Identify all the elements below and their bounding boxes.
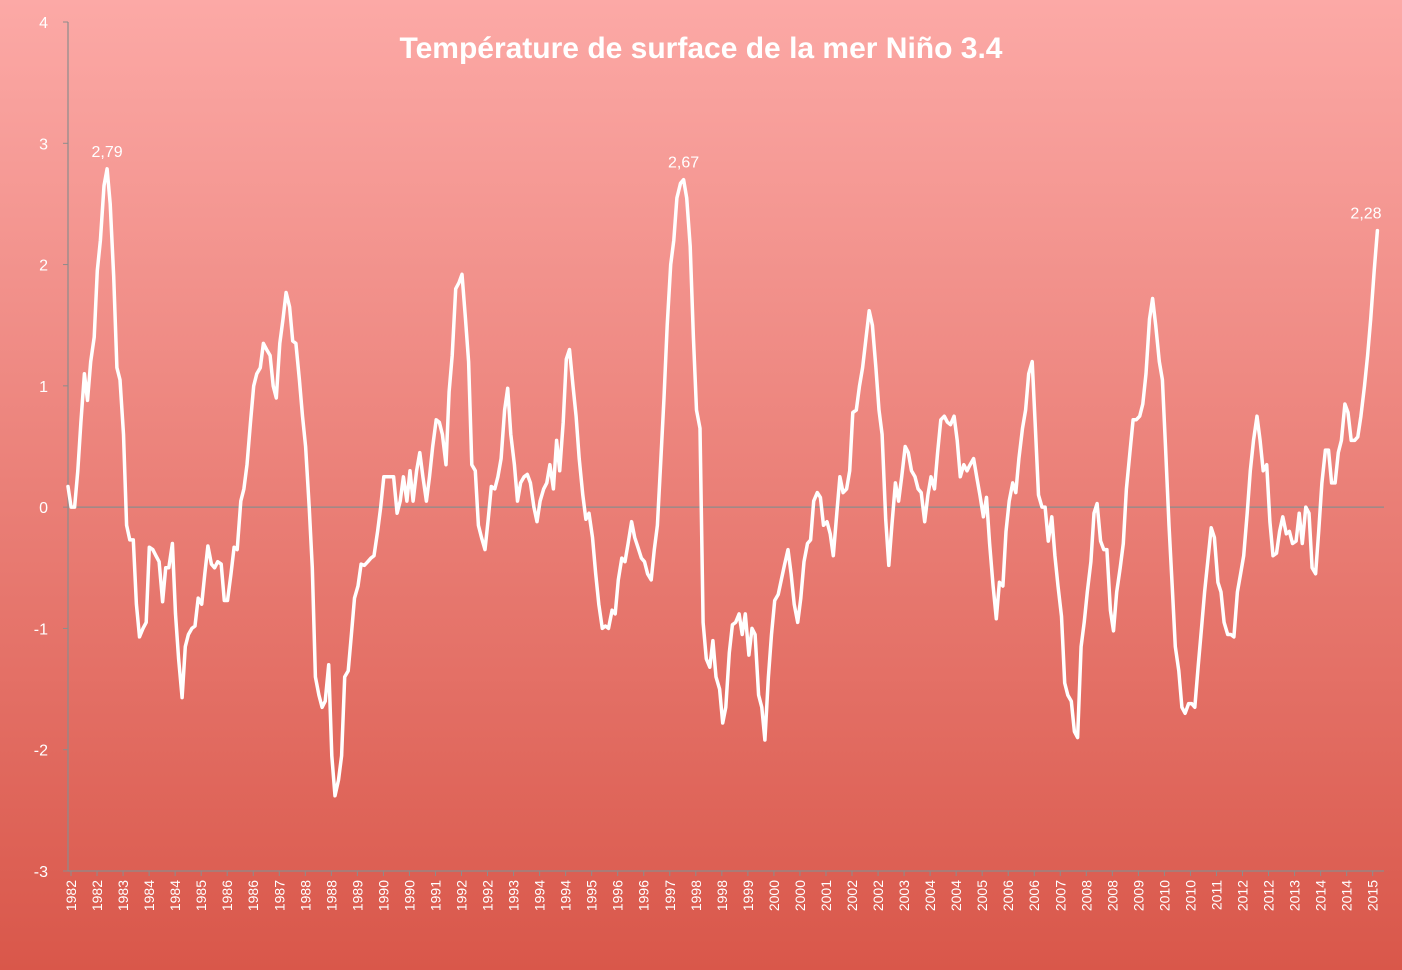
x-tick-label: 2010 (1156, 880, 1172, 911)
x-tick-label: 1998 (688, 880, 704, 911)
x-tick-label: 2014 (1313, 880, 1329, 911)
y-tick-label: -2 (34, 743, 48, 760)
x-tick-label: 2012 (1261, 880, 1277, 911)
x-tick-label: 2000 (766, 880, 782, 911)
annotations: 2,79 2,67 2,28 (92, 144, 1382, 223)
chart-title: Température de surface de la mer Niño 3.… (399, 32, 1002, 65)
y-tick-label: 0 (39, 500, 48, 517)
y-tick-label: 3 (39, 136, 48, 153)
y-tick-label: 1 (39, 379, 48, 396)
x-tick-label: 1998 (714, 880, 730, 911)
x-tick-label: 1982 (89, 880, 105, 911)
x-tick-label: 1994 (532, 880, 548, 911)
x-tick-label: 2009 (1130, 880, 1146, 911)
x-tick-label: 2011 (1208, 880, 1224, 910)
x-tick-label: 2002 (870, 880, 886, 911)
series-line (66, 167, 1380, 798)
x-tick-label: 2004 (922, 880, 938, 911)
x-tick-label: 1991 (427, 880, 443, 911)
x-axis-ticks: 1982 1982 1983 1984 1984 1985 1986 1986 1987 1988… (63, 871, 1381, 911)
x-tick-label: 1997 (662, 880, 678, 911)
data-label: 2,67 (668, 155, 699, 172)
x-tick-label: 1989 (349, 880, 365, 911)
x-tick-label: 1988 (323, 880, 339, 911)
series-layer (66, 167, 1380, 798)
x-tick-label: 2015 (1365, 880, 1381, 911)
x-tick-label: 2003 (896, 880, 912, 911)
x-tick-label: 2013 (1287, 880, 1303, 911)
x-tick-label: 1988 (297, 880, 313, 911)
y-tick-label: 2 (39, 258, 48, 275)
x-tick-label: 1999 (740, 880, 756, 911)
x-tick-label: 1992 (454, 880, 470, 911)
x-tick-label: 2006 (1000, 880, 1016, 911)
x-tick-label: 1985 (193, 880, 209, 911)
x-tick-label: 1990 (401, 880, 417, 911)
y-tick-label: 4 (39, 15, 48, 32)
x-tick-label: 1982 (63, 880, 79, 911)
x-tick-label: 1984 (141, 880, 157, 911)
x-tick-label: 1987 (271, 880, 287, 911)
x-tick-label: 1983 (115, 880, 131, 911)
x-tick-label: 1996 (636, 880, 652, 911)
x-tick-label: 2012 (1235, 880, 1251, 911)
x-tick-label: 1995 (584, 880, 600, 911)
x-tick-label: 2002 (844, 880, 860, 911)
data-label: 2,28 (1350, 206, 1381, 223)
x-tick-label: 1990 (375, 880, 391, 911)
x-tick-label: 1993 (506, 880, 522, 911)
x-tick-label: 2006 (1026, 880, 1042, 911)
data-label: 2,79 (92, 144, 123, 161)
x-tick-label: 2000 (792, 880, 808, 911)
x-tick-label: 1986 (245, 880, 261, 911)
x-tick-label: 2004 (948, 880, 964, 911)
x-tick-label: 2007 (1052, 880, 1068, 911)
x-tick-label: 1984 (167, 880, 183, 911)
y-tick-label: -3 (34, 864, 48, 881)
x-tick-label: 1992 (480, 880, 496, 911)
x-tick-label: 1986 (219, 880, 235, 911)
x-tick-label: 2010 (1182, 880, 1198, 911)
x-tick-label: 2005 (974, 880, 990, 911)
x-tick-label: 1994 (558, 880, 574, 911)
y-tick-label: -1 (34, 621, 48, 638)
x-tick-label: 2001 (818, 880, 834, 911)
x-tick-label: 2014 (1339, 880, 1355, 911)
x-tick-label: 2008 (1104, 880, 1120, 911)
y-axis-ticks: 4 3 2 1 0 -1 -2 -3 (34, 15, 68, 881)
x-tick-label: 2008 (1078, 880, 1094, 911)
x-tick-label: 1996 (610, 880, 626, 911)
